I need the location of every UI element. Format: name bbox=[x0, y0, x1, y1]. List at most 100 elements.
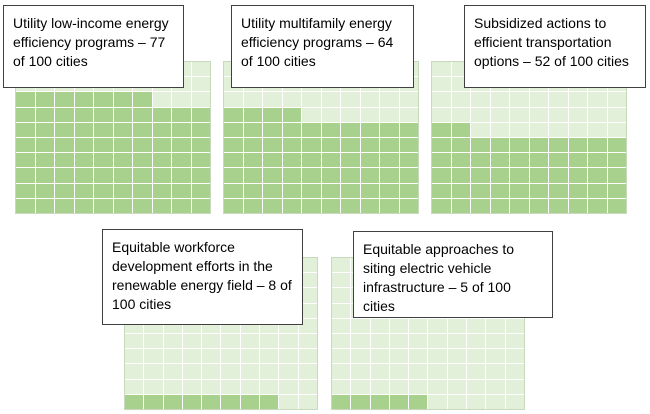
waffle-cell-filled bbox=[321, 137, 340, 153]
waffle-cell-filled bbox=[191, 168, 210, 183]
waffle-cell-filled bbox=[35, 137, 54, 153]
waffle-cell-empty bbox=[529, 107, 548, 122]
waffle-cell-empty bbox=[471, 122, 490, 137]
waffle-cell-filled bbox=[55, 183, 74, 198]
waffle-cell-empty bbox=[144, 349, 163, 364]
waffle-cell-filled bbox=[471, 153, 490, 168]
waffle-cell-filled bbox=[16, 183, 35, 198]
waffle-cell-empty bbox=[432, 62, 451, 77]
waffle-cell-filled bbox=[35, 107, 54, 122]
waffle-cell-filled bbox=[263, 198, 282, 213]
waffle-cell-empty bbox=[467, 318, 486, 333]
waffle-cell-empty bbox=[399, 92, 418, 107]
waffle-cell-empty bbox=[260, 349, 279, 364]
waffle-cell-empty bbox=[607, 122, 626, 137]
waffle-cell-filled bbox=[152, 122, 171, 137]
waffle-cell-filled bbox=[451, 137, 470, 153]
waffle-cell-filled bbox=[182, 394, 202, 409]
waffle-cell-filled bbox=[282, 107, 301, 122]
waffle-cell-empty bbox=[182, 364, 202, 379]
waffle-cell-empty bbox=[260, 333, 279, 349]
waffle-cell-empty bbox=[467, 379, 486, 394]
waffle-cell-empty bbox=[467, 394, 486, 409]
waffle-cell-filled bbox=[588, 137, 607, 153]
waffle-cell-empty bbox=[510, 107, 529, 122]
waffle-cell-empty bbox=[490, 122, 509, 137]
waffle-cell-empty bbox=[224, 92, 243, 107]
waffle-cell-filled bbox=[263, 122, 282, 137]
waffle-cell-filled bbox=[172, 137, 191, 153]
waffle-cell-empty bbox=[351, 318, 370, 333]
waffle-cell-filled bbox=[74, 92, 93, 107]
waffle-cell-empty bbox=[298, 333, 317, 349]
label-ev-siting: Equitable approaches to siting electric … bbox=[353, 231, 553, 318]
waffle-cell-empty bbox=[182, 379, 202, 394]
waffle-cell-filled bbox=[152, 168, 171, 183]
waffle-cell-empty bbox=[432, 107, 451, 122]
waffle-cell-empty bbox=[467, 349, 486, 364]
waffle-cell-filled bbox=[113, 168, 132, 183]
waffle-cell-empty bbox=[389, 318, 409, 333]
waffle-cell-empty bbox=[351, 333, 370, 349]
waffle-cell-filled bbox=[490, 137, 509, 153]
waffle-cell-empty bbox=[568, 122, 587, 137]
waffle-cell-filled bbox=[243, 198, 262, 213]
waffle-cell-filled bbox=[321, 198, 340, 213]
waffle-cell-filled bbox=[607, 137, 626, 153]
waffle-cell-filled bbox=[243, 122, 262, 137]
label-transportation: Subsidized actions to efficient transpor… bbox=[464, 5, 646, 88]
waffle-cell-empty bbox=[447, 394, 467, 409]
label-multifamily: Utility multifamily energy efficiency pr… bbox=[231, 5, 414, 88]
waffle-cell-filled bbox=[191, 122, 210, 137]
waffle-cell-filled bbox=[113, 137, 132, 153]
waffle-cell-filled bbox=[360, 183, 379, 198]
waffle-cell-filled bbox=[302, 183, 321, 198]
waffle-cell-filled bbox=[510, 153, 529, 168]
waffle-cell-filled bbox=[549, 168, 568, 183]
waffle-cell-empty bbox=[370, 349, 389, 364]
waffle-cell-empty bbox=[125, 349, 144, 364]
waffle-cell-empty bbox=[351, 379, 370, 394]
waffle-cell-filled bbox=[94, 183, 113, 198]
waffle-cell-filled bbox=[74, 137, 93, 153]
waffle-cell-filled bbox=[94, 198, 113, 213]
waffle-cell-empty bbox=[182, 349, 202, 364]
waffle-cell-filled bbox=[588, 153, 607, 168]
waffle-cell-filled bbox=[568, 153, 587, 168]
waffle-cell-empty bbox=[279, 394, 298, 409]
label-low-income: Utility low-income energy efficiency pro… bbox=[3, 5, 184, 88]
waffle-cell-filled bbox=[191, 137, 210, 153]
waffle-cell-filled bbox=[133, 198, 152, 213]
waffle-cell-empty bbox=[409, 364, 428, 379]
waffle-cell-empty bbox=[505, 349, 524, 364]
waffle-cell-filled bbox=[588, 168, 607, 183]
waffle-cell-filled bbox=[432, 137, 451, 153]
waffle-cell-empty bbox=[588, 122, 607, 137]
waffle-cell-empty bbox=[428, 394, 447, 409]
waffle-cell-filled bbox=[152, 137, 171, 153]
waffle-cell-filled bbox=[302, 153, 321, 168]
waffle-cell-empty bbox=[152, 92, 171, 107]
waffle-cell-filled bbox=[152, 198, 171, 213]
waffle-cell-filled bbox=[341, 153, 360, 168]
waffle-cell-empty bbox=[243, 92, 262, 107]
waffle-cell-filled bbox=[74, 183, 93, 198]
waffle-cell-filled bbox=[55, 168, 74, 183]
waffle-cell-filled bbox=[202, 394, 221, 409]
waffle-cell-filled bbox=[302, 137, 321, 153]
waffle-cell-filled bbox=[133, 153, 152, 168]
waffle-cell-empty bbox=[486, 349, 505, 364]
waffle-cell-filled bbox=[152, 183, 171, 198]
waffle-cell-filled bbox=[172, 198, 191, 213]
waffle-cell-filled bbox=[380, 122, 399, 137]
waffle-cell-filled bbox=[94, 153, 113, 168]
waffle-cell-empty bbox=[432, 77, 451, 92]
waffle-cell-filled bbox=[282, 122, 301, 137]
waffle-cell-filled bbox=[321, 122, 340, 137]
waffle-cell-filled bbox=[568, 198, 587, 213]
waffle-cell-filled bbox=[144, 394, 163, 409]
waffle-cell-empty bbox=[332, 273, 351, 288]
waffle-cell-filled bbox=[332, 394, 351, 409]
waffle-cell-filled bbox=[302, 122, 321, 137]
waffle-cell-empty bbox=[486, 333, 505, 349]
